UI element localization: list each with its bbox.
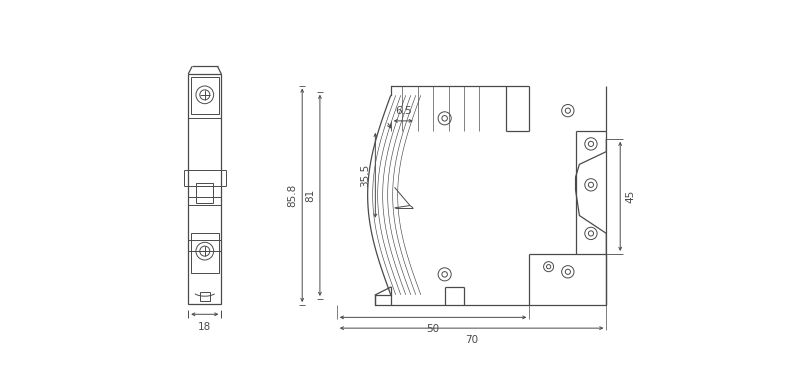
Text: 70: 70 — [465, 335, 478, 345]
Bar — [188, 74, 222, 303]
Text: 50: 50 — [426, 324, 440, 334]
Text: 45: 45 — [626, 190, 636, 203]
Text: 6.5: 6.5 — [395, 106, 411, 116]
Text: 35.5: 35.5 — [360, 164, 370, 187]
Text: 85.8: 85.8 — [287, 184, 297, 207]
Bar — [196, 183, 214, 203]
Text: 81: 81 — [306, 189, 315, 202]
Text: 18: 18 — [198, 322, 211, 332]
Bar — [190, 233, 219, 273]
Bar — [200, 292, 210, 301]
Bar — [190, 77, 219, 114]
